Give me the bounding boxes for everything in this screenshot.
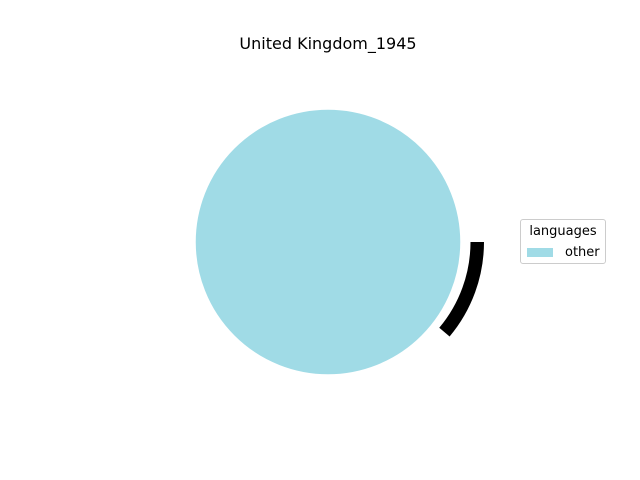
legend-swatch: [527, 248, 553, 257]
legend-item-other: other: [527, 245, 600, 260]
legend-label: other: [565, 245, 600, 260]
pie-slice-other: [194, 108, 462, 376]
legend-title: languages: [529, 224, 597, 239]
legend: languages other: [520, 219, 606, 264]
chart-title: United Kingdom_1945: [239, 34, 417, 53]
slice-shadow: [439, 242, 484, 337]
